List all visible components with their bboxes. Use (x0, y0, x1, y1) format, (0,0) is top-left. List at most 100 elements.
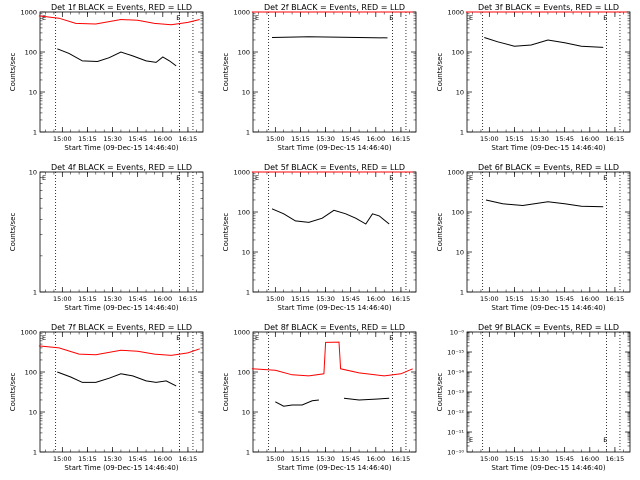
y-tick-label: 10⁻¹⁴ (447, 369, 464, 377)
x-tick-label: 15:00 (53, 135, 72, 143)
x-tick-label: 16:15 (179, 135, 198, 143)
y-tick-label: 1000 (20, 9, 37, 17)
x-axis-label: Start Time (09-Dec-15 14:46:40) (491, 144, 605, 152)
x-tick-label: 16:15 (392, 295, 411, 303)
x-axis-label: Start Time (09-Dec-15 14:46:40) (277, 464, 391, 472)
x-tick-label: 15:45 (128, 295, 147, 303)
x-tick-label: 15:30 (530, 135, 549, 143)
x-tick-label: 15:15 (291, 295, 310, 303)
x-tick-label: 16:15 (179, 455, 198, 463)
plot-frame (252, 171, 417, 293)
x-tick-label: 15:30 (103, 295, 122, 303)
y-tick-label: 100 (452, 49, 464, 57)
lld-series-line (38, 345, 200, 356)
flag-label: E (176, 14, 180, 22)
x-tick-label: 15:30 (316, 295, 335, 303)
x-tick-label: 15:15 (78, 295, 97, 303)
events-series-line (57, 371, 177, 387)
y-axis-label: Counts/sec (222, 373, 230, 412)
x-tick-label: 15:15 (505, 455, 524, 463)
y-tick-label: 1 (246, 129, 250, 137)
x-tick-label: 15:15 (78, 455, 97, 463)
plot-frame (39, 331, 204, 453)
chart-panel-1: Det 1f BLACK = Events, RED = LLD 1 10 100 10… (9, 3, 204, 152)
y-tick-label: 1 (33, 129, 37, 137)
chart-title: Det 2f BLACK = Events, RED = LLD (264, 3, 405, 12)
events-series-line (485, 199, 604, 208)
y-tick-label: 10 (29, 409, 37, 417)
flag-label: E (603, 14, 607, 22)
flag-label: E (469, 14, 473, 22)
x-tick-label: 15:00 (266, 135, 285, 143)
plot-frame (39, 11, 204, 133)
x-axis-label: Start Time (09-Dec-15 14:46:40) (64, 464, 178, 472)
x-tick-label: 15:45 (128, 135, 147, 143)
y-tick-label: 1 (246, 289, 250, 297)
chart-title: Det 6f BLACK = Events, RED = LLD (478, 163, 619, 172)
y-tick-label: 10 (456, 249, 464, 257)
chart-panel-5: Det 5f BLACK = Events, RED = LLD 1 10 100 10… (222, 163, 417, 312)
chart-panel-8: Det 8f BLACK = Events, RED = LLD 1 10 100 10… (222, 323, 417, 472)
x-tick-label: 16:15 (179, 295, 198, 303)
flag-label: E (255, 174, 259, 182)
flag-label: E (42, 174, 46, 182)
x-tick-label: 16:00 (366, 295, 385, 303)
x-tick-label: 15:30 (103, 455, 122, 463)
flag-label: E (176, 334, 180, 342)
x-tick-label: 16:00 (580, 455, 599, 463)
x-tick-label: 15:30 (316, 455, 335, 463)
x-tick-label: 16:15 (392, 455, 411, 463)
chart-panel-2: Det 2f BLACK = Events, RED = LLD 1 10 100 10… (222, 3, 417, 152)
x-tick-label: 15:15 (291, 135, 310, 143)
x-tick-label: 16:15 (606, 135, 625, 143)
y-tick-label: 1000 (233, 169, 250, 177)
y-tick-label: 1000 (233, 329, 250, 337)
y-tick-label: 100 (452, 209, 464, 217)
y-tick-label: 100 (238, 49, 250, 57)
x-tick-label: 15:15 (78, 135, 97, 143)
chart-title: Det 5f BLACK = Events, RED = LLD (264, 163, 405, 172)
x-tick-label: 15:30 (530, 295, 549, 303)
lld-series-line (251, 341, 413, 377)
y-tick-label: 10 (29, 169, 37, 177)
x-tick-label: 16:00 (153, 455, 172, 463)
events-series-line (275, 399, 319, 407)
chart-title: Det 8f BLACK = Events, RED = LLD (264, 323, 405, 332)
x-tick-label: 15:45 (555, 455, 574, 463)
y-tick-label: 1 (33, 449, 37, 457)
y-tick-label: 10⁻¹³ (447, 389, 464, 397)
events-series-line (271, 208, 390, 225)
events-series-line (271, 36, 388, 39)
x-tick-label: 15:30 (530, 455, 549, 463)
y-tick-label: 1 (460, 129, 464, 137)
x-axis-label: Start Time (09-Dec-15 14:46:40) (64, 144, 178, 152)
plot-frame (252, 11, 417, 133)
y-tick-label: 100 (25, 49, 37, 57)
flag-label: E (176, 174, 180, 182)
plot-frame (466, 331, 631, 453)
y-axis-label: Counts/sec (222, 213, 230, 252)
x-tick-label: 15:45 (341, 455, 360, 463)
y-axis-label: Counts/sec (9, 213, 17, 252)
chart-title: Det 3f BLACK = Events, RED = LLD (478, 3, 619, 12)
x-tick-label: 15:45 (128, 455, 147, 463)
plot-frame (466, 11, 631, 133)
y-tick-label: 10 (242, 249, 250, 257)
chart-panel-4: Det 4f BLACK = Events, RED = LLD 1 10 Count… (9, 163, 204, 312)
y-tick-label: 10⁻¹² (447, 409, 464, 417)
events-series-line (343, 397, 390, 401)
y-tick-label: 1000 (20, 329, 37, 337)
x-tick-label: 15:00 (53, 455, 72, 463)
x-tick-label: 15:00 (480, 455, 499, 463)
y-axis-label: Counts/sec (436, 53, 444, 92)
x-axis-label: Start Time (09-Dec-15 14:46:40) (277, 144, 391, 152)
x-tick-label: 15:45 (555, 295, 574, 303)
x-tick-label: 15:00 (480, 135, 499, 143)
y-tick-label: 100 (238, 209, 250, 217)
plot-frame (39, 171, 204, 293)
lld-series-line (38, 15, 200, 26)
chart-title: Det 1f BLACK = Events, RED = LLD (51, 3, 192, 12)
y-tick-label: 10 (29, 89, 37, 97)
x-tick-label: 16:15 (606, 455, 625, 463)
chart-panel-7: Det 7f BLACK = Events, RED = LLD 1 10 100 10… (9, 323, 204, 472)
